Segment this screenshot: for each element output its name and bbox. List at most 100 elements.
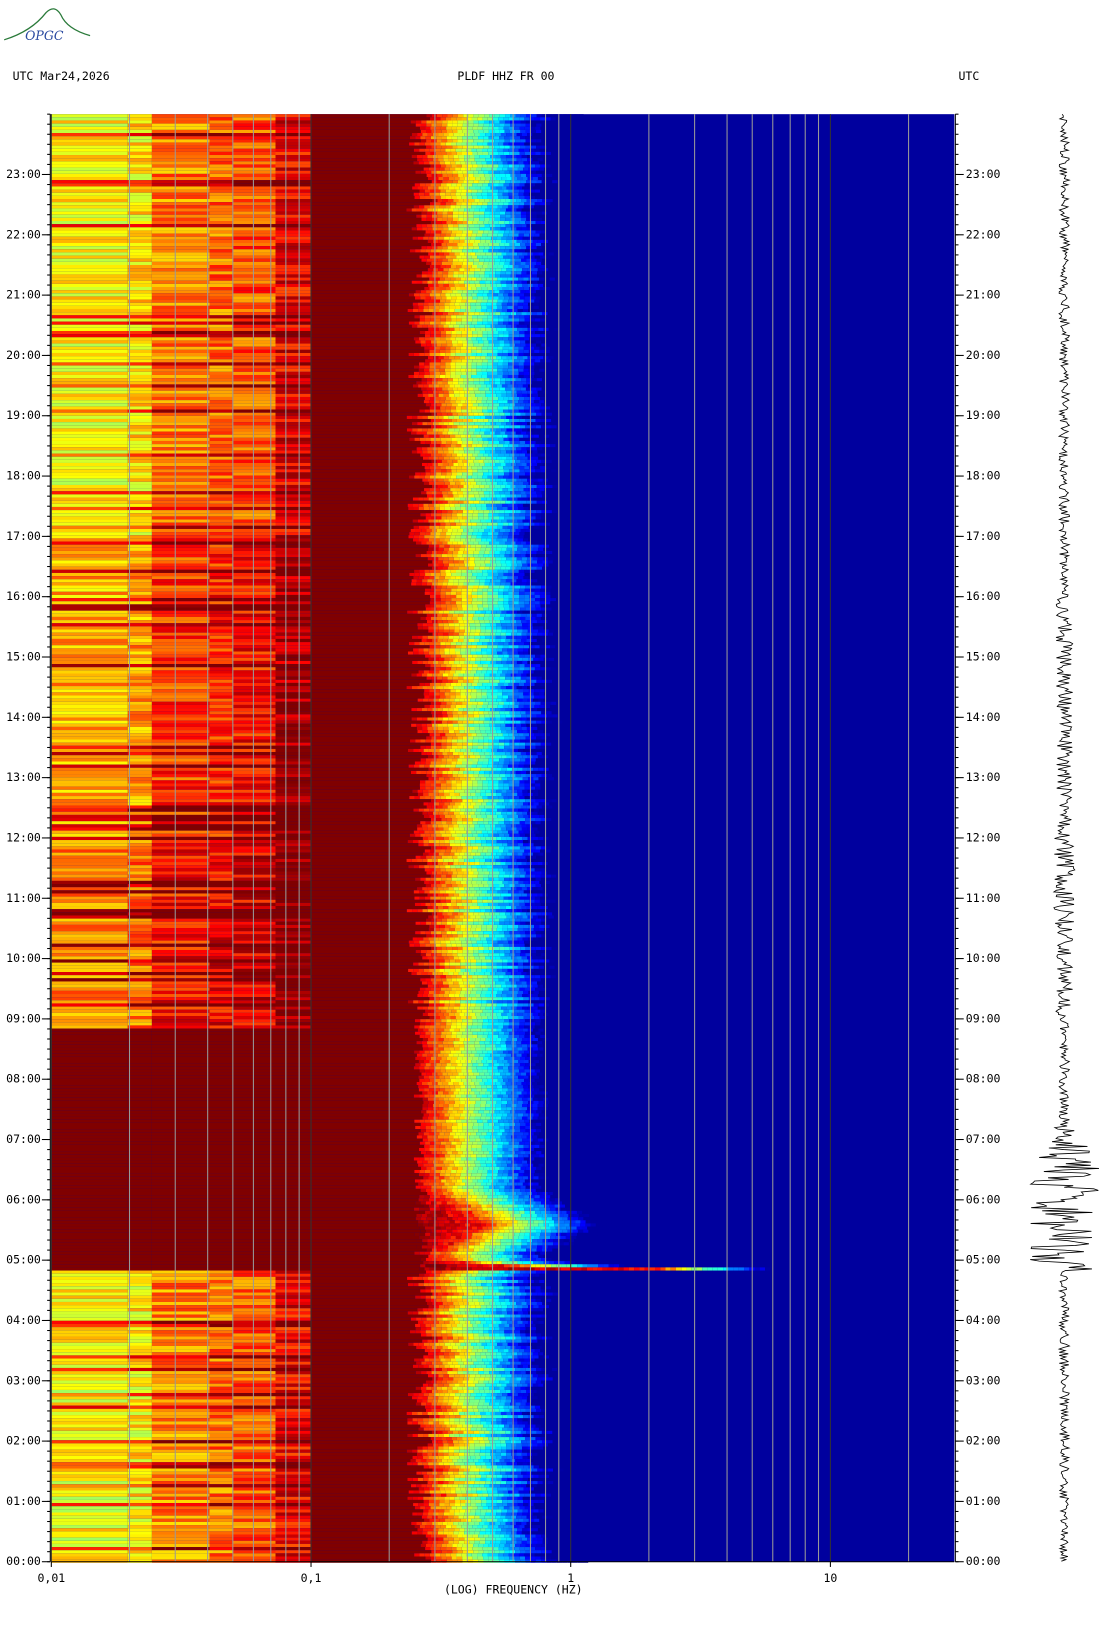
spectrogram-cell [311, 510, 432, 514]
spectrogram-cell [51, 274, 128, 278]
spectrogram-cell [495, 428, 502, 432]
spectrogram-cell [455, 148, 462, 152]
spectrogram-cell [497, 192, 503, 196]
spectrogram-cell [490, 324, 496, 328]
spectrogram-cell [558, 356, 565, 360]
spectrogram-cell [466, 142, 472, 146]
spectrogram-cell [127, 120, 152, 124]
spectrogram-cell [209, 494, 233, 498]
spectrogram-cell [579, 283, 586, 287]
spectrogram-cell [232, 324, 276, 328]
spectrogram-cell [520, 491, 526, 495]
spectrogram-cell [518, 349, 524, 353]
spectrogram-cell [500, 378, 506, 382]
spectrogram-cell [488, 129, 495, 134]
spectrogram-cell [517, 308, 523, 313]
spectrogram-cell [424, 362, 430, 366]
spectrogram-cell [508, 265, 514, 269]
spectrogram-cell [530, 343, 537, 347]
spectrogram-cell [417, 158, 423, 162]
spectrogram-cell [563, 447, 569, 451]
spectrogram-cell [542, 274, 548, 278]
spectrogram-cell [209, 142, 233, 146]
spectrogram-cell [554, 308, 560, 313]
spectrogram-cell [444, 434, 450, 438]
spectrogram-cell [466, 437, 473, 441]
spectrogram-cell [489, 528, 495, 533]
spectrogram-cell [544, 277, 550, 281]
spectrogram-cell [472, 340, 479, 344]
spectrogram-cell [51, 170, 128, 174]
spectrogram-cell [519, 359, 525, 363]
spectrogram-cell [546, 387, 553, 391]
spectrogram-cell [445, 189, 451, 193]
spectrogram-cell [430, 296, 436, 300]
spectrogram-cell [151, 334, 210, 338]
spectrogram-cell [558, 158, 564, 162]
spectrogram-cell [497, 349, 503, 353]
spectrogram-cell [516, 390, 522, 394]
spectrogram-cell [473, 412, 479, 416]
spectrogram-cell [275, 189, 312, 193]
spectrogram-cell [571, 522, 577, 526]
spectrogram-cell [275, 205, 312, 209]
spectrogram-cell [504, 472, 510, 476]
spectrogram-cell [51, 120, 128, 124]
spectrogram-cell [442, 180, 448, 184]
spectrogram-cell [452, 412, 458, 416]
spectrogram-cell [450, 362, 456, 366]
spectrogram-cell [51, 302, 128, 306]
spectrogram-cell [477, 437, 483, 441]
spectrogram-cell [570, 368, 576, 372]
spectrogram-cell [573, 484, 579, 489]
spectrogram-cell [537, 268, 544, 272]
spectrogram-cell [435, 255, 441, 259]
spectrogram-cell [518, 481, 524, 485]
spectrogram-cell [525, 221, 531, 225]
spectrogram-cell [495, 268, 502, 272]
spectrogram-cell [536, 120, 542, 124]
spectrogram-cell [519, 117, 525, 121]
spectrogram-cell [209, 321, 233, 325]
spectrogram-cell [460, 192, 467, 196]
spectrogram-cell [561, 151, 567, 156]
spectrogram-cell [512, 384, 518, 388]
spectrogram-cell [541, 114, 547, 118]
spectrogram-cell [513, 346, 519, 350]
spectrogram-cell [411, 431, 417, 435]
spectrogram-cell [498, 475, 504, 479]
spectrogram-cell [532, 428, 538, 432]
spectrogram-cell [127, 211, 152, 215]
spectrogram-cell [416, 280, 423, 284]
spectrogram-cell [127, 205, 152, 209]
spectrogram-cell [423, 236, 429, 240]
spectrogram-cell [453, 199, 459, 203]
spectrogram-cell [466, 202, 472, 206]
spectrogram-cell [467, 136, 473, 140]
spectrogram-cell [566, 117, 572, 121]
spectrogram-cell [524, 444, 530, 448]
spectrogram-cell [127, 126, 152, 130]
spectrogram-cell [542, 224, 548, 228]
spectrogram-cell [563, 199, 569, 203]
spectrogram-cell [529, 293, 535, 297]
spectrogram-cell [541, 528, 547, 533]
spectrogram-cell [467, 459, 474, 463]
spectrogram-cell [547, 199, 553, 203]
spectrogram-cell [430, 425, 437, 429]
spectrogram-cell [496, 305, 503, 309]
spectrogram-cell [454, 186, 460, 190]
spectrogram-cell [504, 145, 510, 149]
spectrogram-cell [473, 114, 479, 118]
spectrogram-cell [515, 173, 521, 178]
spectrogram-cell [232, 491, 276, 495]
spectrogram-cell [209, 192, 233, 196]
spectrogram-cell [449, 503, 455, 507]
spectrogram-cell [456, 151, 462, 156]
spectrogram-cell [516, 450, 522, 454]
spectrogram-cell [475, 393, 481, 397]
spectrogram-cell [431, 510, 437, 514]
spectrogram-cell [455, 352, 462, 357]
spectrogram-cell [51, 308, 128, 313]
spectrogram-cell [459, 268, 465, 272]
